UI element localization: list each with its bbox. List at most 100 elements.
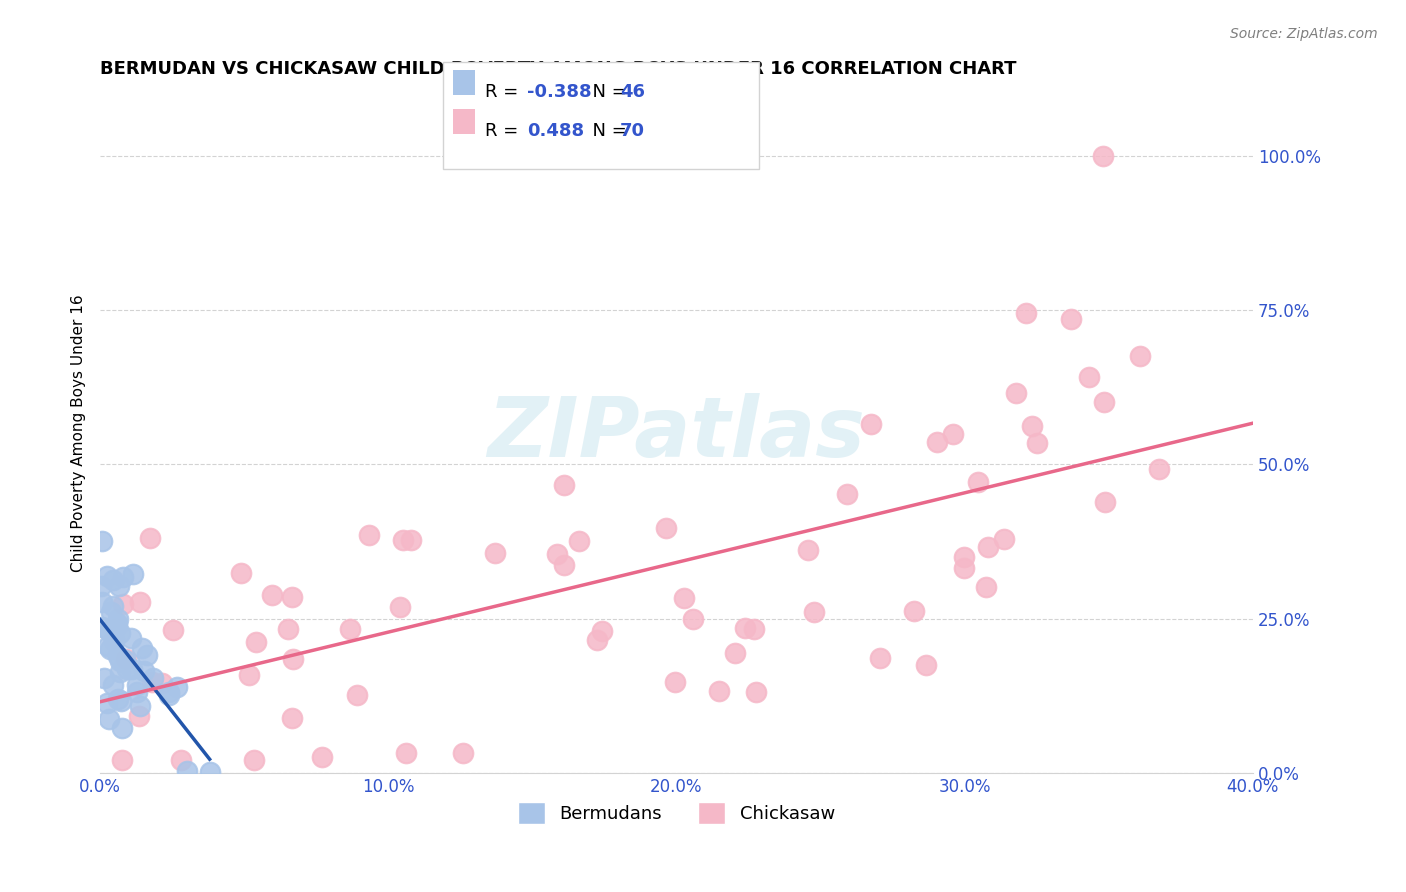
Point xyxy=(395,746,418,760)
Point xyxy=(927,435,949,450)
Point xyxy=(399,533,422,548)
Point xyxy=(108,625,131,640)
Point xyxy=(103,634,125,648)
Point xyxy=(977,540,1000,554)
Point xyxy=(484,546,506,560)
Point xyxy=(108,579,131,593)
Point xyxy=(98,624,121,638)
Point xyxy=(107,649,129,664)
Point xyxy=(131,640,153,655)
Point xyxy=(162,624,184,638)
Point xyxy=(553,558,575,573)
Point xyxy=(107,612,129,626)
Point xyxy=(339,622,361,636)
Point xyxy=(993,533,1015,547)
Point xyxy=(1147,462,1170,476)
Point xyxy=(166,681,188,695)
Point xyxy=(105,615,128,630)
Point xyxy=(111,721,134,735)
Text: N =: N = xyxy=(581,122,633,140)
Point xyxy=(942,427,965,442)
Point xyxy=(112,597,135,611)
Point xyxy=(546,547,568,561)
Point xyxy=(1014,306,1036,320)
Point xyxy=(742,623,765,637)
Point xyxy=(120,631,142,645)
Point xyxy=(100,605,122,619)
Point xyxy=(128,709,150,723)
Point xyxy=(803,605,825,619)
Point xyxy=(107,692,129,706)
Point xyxy=(96,696,118,710)
Point xyxy=(243,753,266,767)
Point xyxy=(231,566,253,581)
Text: 70: 70 xyxy=(620,122,645,140)
Point xyxy=(797,543,820,558)
Point xyxy=(98,713,121,727)
Point xyxy=(112,570,135,584)
Point xyxy=(953,560,976,574)
Point xyxy=(357,528,380,542)
Point xyxy=(129,699,152,714)
Point xyxy=(101,599,124,613)
Text: ZIPatlas: ZIPatlas xyxy=(488,393,866,474)
Point xyxy=(734,621,756,635)
Text: Source: ZipAtlas.com: Source: ZipAtlas.com xyxy=(1230,27,1378,41)
Point xyxy=(568,533,591,548)
Point xyxy=(1025,436,1047,450)
Point xyxy=(682,612,704,626)
Point xyxy=(451,747,474,761)
Point xyxy=(111,753,134,767)
Point xyxy=(281,651,304,665)
Point xyxy=(277,622,299,636)
Point xyxy=(280,590,302,604)
Point xyxy=(125,677,148,691)
Text: -0.388: -0.388 xyxy=(527,83,592,101)
Point xyxy=(128,595,150,609)
Point xyxy=(311,749,333,764)
Point xyxy=(860,417,883,431)
Point xyxy=(709,684,731,698)
Point xyxy=(389,600,412,615)
Point xyxy=(139,531,162,545)
Point xyxy=(953,550,976,565)
Legend: Bermudans, Chickasaw: Bermudans, Chickasaw xyxy=(510,795,842,831)
Text: BERMUDAN VS CHICKASAW CHILD POVERTY AMONG BOYS UNDER 16 CORRELATION CHART: BERMUDAN VS CHICKASAW CHILD POVERTY AMON… xyxy=(100,60,1017,78)
Point xyxy=(346,688,368,702)
Point xyxy=(281,711,304,725)
Point xyxy=(91,595,114,609)
Y-axis label: Child Poverty Among Boys Under 16: Child Poverty Among Boys Under 16 xyxy=(72,294,86,573)
Point xyxy=(110,694,132,708)
Point xyxy=(142,671,165,685)
Point xyxy=(1078,370,1101,384)
Text: R =: R = xyxy=(485,83,524,101)
Text: R =: R = xyxy=(485,122,530,140)
Point xyxy=(553,477,575,491)
Point xyxy=(869,651,891,665)
Point xyxy=(745,685,768,699)
Point xyxy=(903,604,925,618)
Point xyxy=(260,588,283,602)
Point xyxy=(238,668,260,682)
Point xyxy=(136,648,159,662)
Point xyxy=(1021,419,1043,434)
Point xyxy=(150,676,173,690)
Point xyxy=(114,653,136,667)
Point xyxy=(170,753,193,767)
Point xyxy=(157,688,180,702)
Point xyxy=(1129,349,1152,363)
Text: N =: N = xyxy=(581,83,633,101)
Point xyxy=(915,658,938,673)
Point xyxy=(91,620,114,634)
Point xyxy=(115,662,138,676)
Point xyxy=(114,652,136,666)
Point xyxy=(90,579,112,593)
Text: 46: 46 xyxy=(620,83,645,101)
Point xyxy=(1060,312,1083,326)
Point xyxy=(198,765,221,780)
Point xyxy=(97,639,120,653)
Point xyxy=(103,678,125,692)
Point xyxy=(974,580,997,594)
Point xyxy=(91,534,114,549)
Point xyxy=(98,641,121,656)
